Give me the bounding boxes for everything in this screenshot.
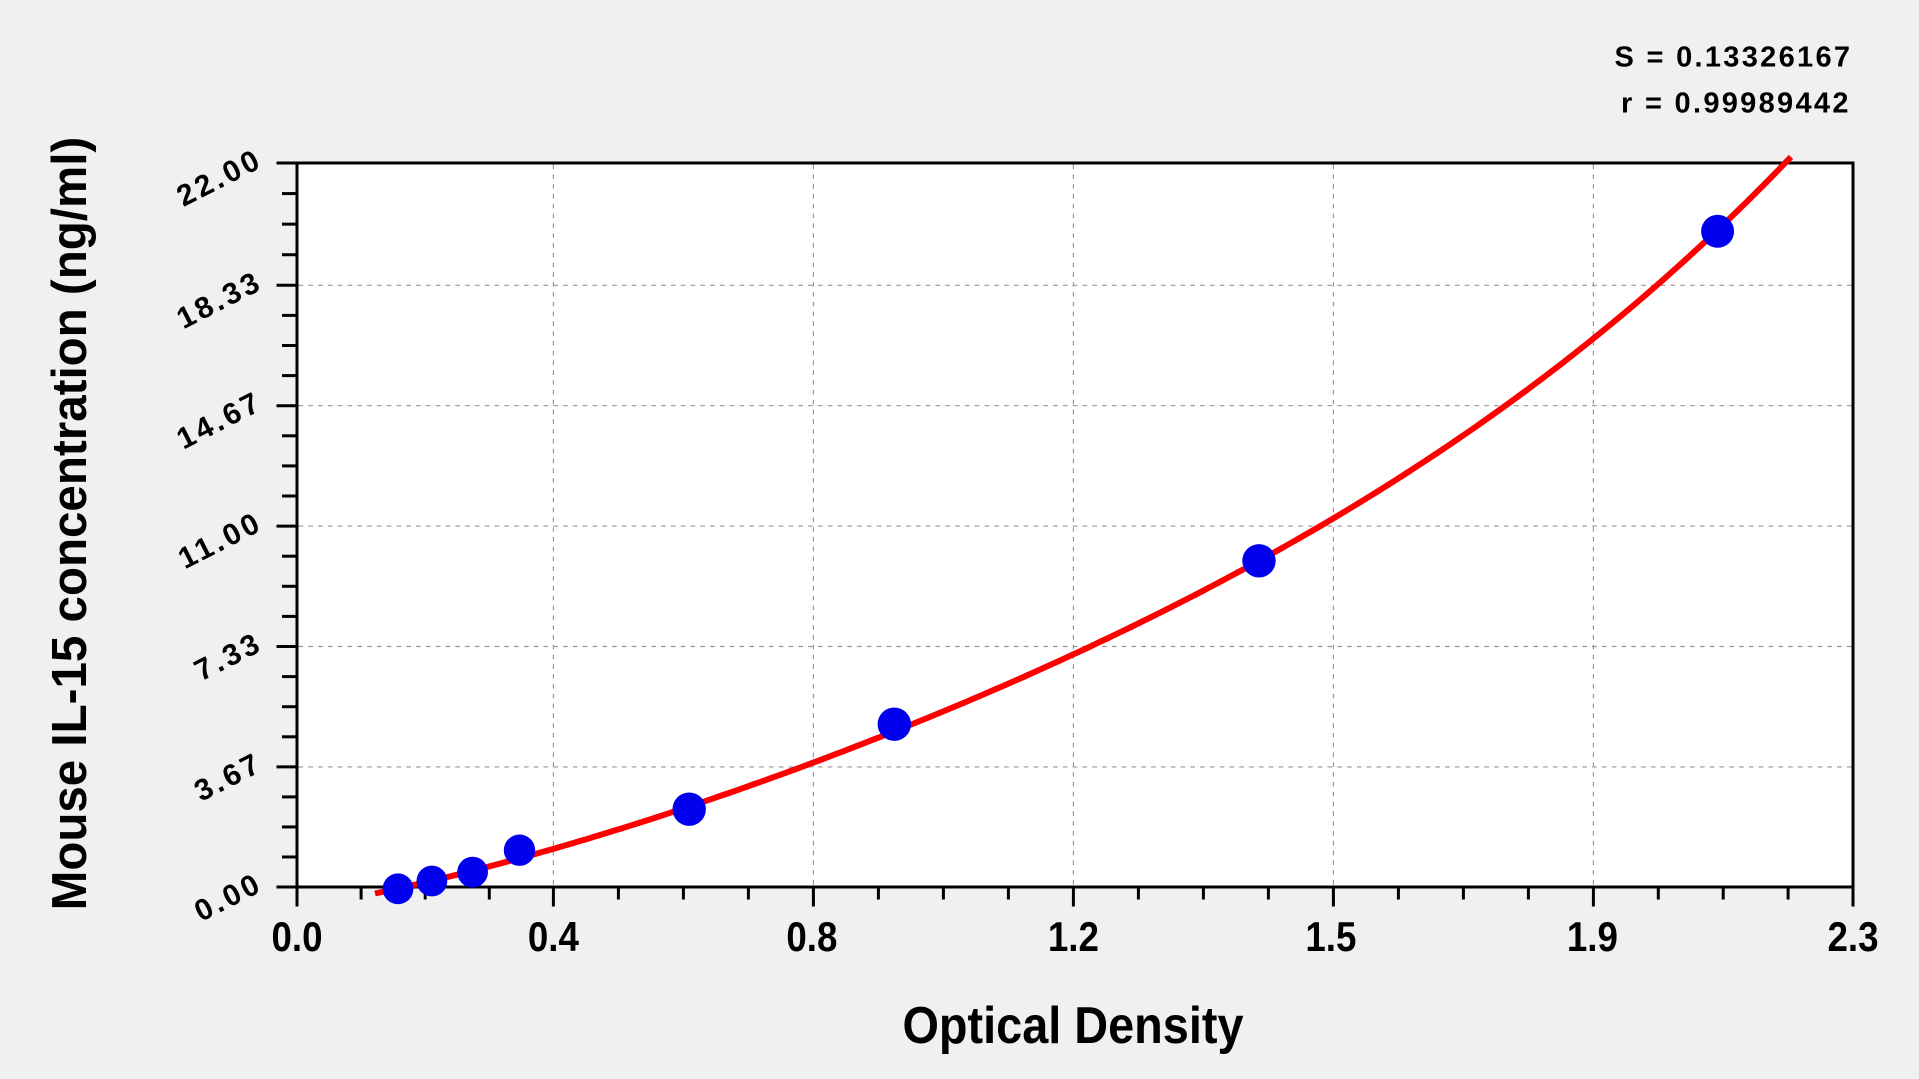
svg-text:1.5: 1.5 — [1305, 914, 1356, 961]
svg-text:0.0: 0.0 — [271, 914, 322, 961]
svg-text:S = 0.13326167: S = 0.13326167 — [1615, 41, 1853, 73]
svg-text:2.3: 2.3 — [1827, 914, 1878, 961]
svg-text:0.4: 0.4 — [528, 914, 579, 961]
svg-text:Optical Density: Optical Density — [902, 997, 1244, 1055]
svg-text:r = 0.99989442: r = 0.99989442 — [1621, 88, 1851, 120]
svg-text:1.2: 1.2 — [1048, 914, 1099, 961]
svg-text:Mouse IL-15 concentration (ng/: Mouse IL-15 concentration (ng/ml) — [42, 137, 97, 911]
svg-text:1.9: 1.9 — [1567, 914, 1618, 961]
svg-text:0.8: 0.8 — [786, 914, 837, 961]
